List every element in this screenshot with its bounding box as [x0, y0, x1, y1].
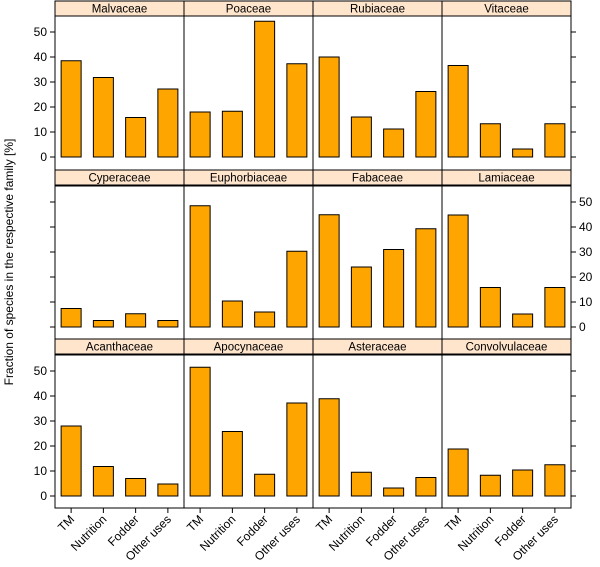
bar-vitaceae-nutrition: [479, 123, 501, 158]
y-tick-label: 20: [34, 439, 48, 453]
x-tick-label: Nutrition: [455, 512, 496, 553]
bar-rubiaceae-nutrition: [350, 116, 372, 158]
panel-title: Malvaceae: [92, 4, 148, 16]
bar-malvaceae-tm: [60, 60, 82, 158]
panel-strip: [441, 169, 572, 186]
y-tick-label: 0: [579, 320, 586, 334]
bar-cyperaceae-tm: [60, 308, 82, 328]
bar-acanthaceae-fodder: [125, 478, 147, 497]
bar-euphorbiaceae-nutrition: [221, 300, 243, 328]
panel-border: [441, 354, 572, 509]
bar-convolvulaceae-nutrition: [479, 474, 501, 497]
y-tick-label: 10: [34, 464, 48, 478]
bar-vitaceae-other-uses: [544, 123, 566, 158]
bar-vitaceae-fodder: [512, 148, 534, 158]
panel-title: Apocynaceae: [214, 342, 284, 354]
bar-malvaceae-nutrition: [92, 77, 114, 158]
panel-title: Rubiaceae: [350, 4, 405, 16]
panel-title: Acanthaceae: [86, 342, 153, 354]
y-tick-label: 40: [579, 220, 593, 234]
x-tick-label: TM: [442, 512, 464, 534]
bar-poaceae-other-uses: [286, 63, 308, 158]
bar-acanthaceae-tm: [60, 425, 82, 497]
bar-convolvulaceae-tm: [447, 448, 469, 497]
bar-fabaceae-other-uses: [415, 228, 437, 328]
bar-apocynaceae-other-uses: [286, 402, 308, 497]
bar-acanthaceae-nutrition: [92, 466, 114, 497]
bar-lamiaceae-fodder: [512, 313, 534, 328]
bar-convolvulaceae-fodder: [512, 469, 534, 497]
bar-euphorbiaceae-tm: [189, 205, 211, 328]
bar-cyperaceae-fodder: [125, 313, 147, 328]
y-tick-label: 20: [34, 100, 48, 114]
bar-euphorbiaceae-other-uses: [286, 250, 308, 328]
bar-cyperaceae-nutrition: [92, 320, 114, 328]
panel-title: Lamiaceae: [478, 173, 534, 185]
y-tick-label: 10: [579, 295, 593, 309]
panel-title: Vitaceae: [484, 4, 529, 16]
y-tick-label: 30: [34, 75, 48, 89]
x-tick-label: Nutrition: [326, 512, 367, 553]
bar-asteraceae-tm: [318, 398, 340, 497]
bar-euphorbiaceae-fodder: [254, 311, 276, 328]
x-tick-label: Nutrition: [68, 512, 109, 553]
y-tick-label: 40: [34, 389, 48, 403]
bar-poaceae-fodder: [254, 20, 276, 158]
bar-malvaceae-fodder: [125, 117, 147, 158]
y-tick-label: 0: [40, 150, 47, 164]
y-tick-label: 30: [34, 414, 48, 428]
panel-title: Cyperaceae: [88, 173, 150, 185]
y-tick-label: 10: [34, 125, 48, 139]
y-tick-label: 40: [34, 50, 48, 64]
panel-title: Convolvulaceae: [466, 342, 548, 354]
y-tick-label: 0: [40, 489, 47, 503]
bar-acanthaceae-other-uses: [157, 483, 179, 497]
panel-title: Poaceae: [226, 4, 271, 16]
y-tick-label: 50: [579, 195, 593, 209]
bar-lamiaceae-tm: [447, 214, 469, 328]
bar-cyperaceae-other-uses: [157, 320, 179, 328]
x-tick-label: TM: [313, 512, 335, 534]
bar-apocynaceae-fodder: [254, 473, 276, 497]
bar-malvaceae-other-uses: [157, 88, 179, 158]
bar-vitaceae-tm: [447, 65, 469, 158]
bar-rubiaceae-tm: [318, 56, 340, 158]
bar-lamiaceae-nutrition: [479, 287, 501, 328]
panel-title: Euphorbiaceae: [210, 173, 287, 185]
bar-lamiaceae-other-uses: [544, 287, 566, 328]
bar-asteraceae-other-uses: [415, 477, 437, 497]
bar-apocynaceae-nutrition: [221, 431, 243, 497]
x-tick-label: TM: [184, 512, 206, 534]
bar-poaceae-tm: [189, 111, 211, 158]
y-tick-label: 50: [34, 25, 48, 39]
x-tick-label: TM: [55, 512, 77, 534]
panel-strip: [441, 338, 572, 355]
y-tick-label: 30: [579, 245, 593, 259]
y-tick-label: 50: [34, 364, 48, 378]
bar-rubiaceae-other-uses: [415, 91, 437, 158]
panel-title: Asteraceae: [348, 342, 406, 354]
bar-asteraceae-fodder: [383, 487, 405, 497]
bar-fabaceae-fodder: [383, 249, 405, 328]
bar-asteraceae-nutrition: [350, 471, 372, 497]
y-tick-label: 20: [579, 270, 593, 284]
x-tick-label: Nutrition: [197, 512, 238, 553]
bar-fabaceae-nutrition: [350, 266, 372, 328]
bar-poaceae-nutrition: [221, 110, 243, 158]
y-axis-label: Fraction of species in the respective fa…: [2, 139, 16, 386]
bar-fabaceae-tm: [318, 214, 340, 328]
panel-title: Fabaceae: [352, 173, 403, 185]
bar-rubiaceae-fodder: [383, 128, 405, 158]
bar-convolvulaceae-other-uses: [544, 464, 566, 497]
bar-apocynaceae-tm: [189, 366, 211, 497]
